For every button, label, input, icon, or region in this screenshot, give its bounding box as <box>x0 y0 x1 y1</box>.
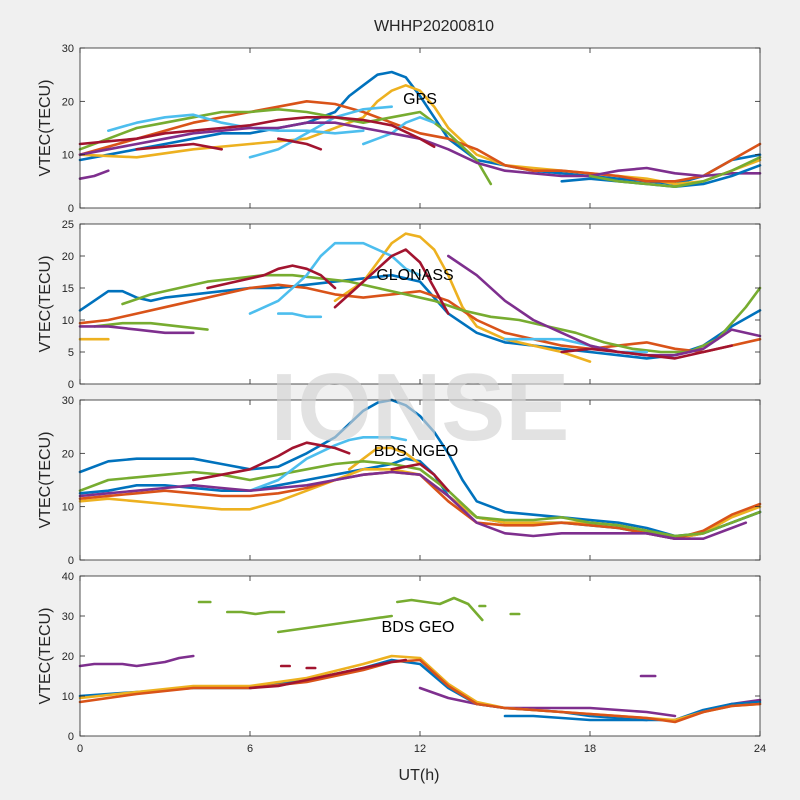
series-line-0-9 <box>78 116 436 148</box>
series-line-1-5 <box>92 321 209 331</box>
x-tick-label: 12 <box>414 743 426 755</box>
series-line-1-0 <box>78 273 762 360</box>
series-line-0-11 <box>276 137 323 151</box>
watermark-text: IONSE <box>271 354 570 461</box>
y-tick-label: 10 <box>62 150 74 162</box>
y-tick-label: 30 <box>62 43 74 55</box>
y-tick-label: 30 <box>62 611 74 623</box>
x-tick-label: 0 <box>77 743 83 755</box>
y-tick-label: 10 <box>62 315 74 327</box>
y-axis-label: VTEC(TECU) <box>37 432 54 529</box>
y-tick-label: 0 <box>68 203 74 215</box>
x-tick-label: 18 <box>584 743 596 755</box>
y-tick-label: 40 <box>62 571 74 583</box>
panel-1: 0 5 10 15 20 25 VTEC(TECU) GLONASS <box>37 219 762 391</box>
series-line-2-8 <box>192 441 351 482</box>
series-line-1-11 <box>206 264 337 290</box>
series-line-3-1 <box>226 610 286 616</box>
series-line-2-0 <box>78 398 762 538</box>
panel-label: BDS NGEO <box>374 443 458 460</box>
series-line-3-2 <box>276 614 394 634</box>
y-tick-label: 10 <box>62 502 74 514</box>
y-tick-label: 15 <box>62 283 74 295</box>
series-line-3-3 <box>395 596 484 622</box>
series-line-3-6 <box>78 654 195 668</box>
series-line-1-7 <box>276 312 323 319</box>
y-tick-label: 10 <box>62 691 74 703</box>
series-line-0-5 <box>248 105 394 159</box>
panel-label: GLONASS <box>376 267 453 284</box>
panel-3: 0 10 20 30 40 0 6 12 18 24 VTEC(TECU) BDS GEO <box>37 571 766 755</box>
panel-label: BDS GEO <box>382 619 455 636</box>
series-line-1-9 <box>78 325 195 335</box>
x-tick-label: 6 <box>247 743 253 755</box>
series-line-3-11 <box>503 714 649 722</box>
series-line-0-8 <box>78 169 110 180</box>
series-line-1-10 <box>446 254 762 357</box>
y-axis-label: VTEC(TECU) <box>37 256 54 353</box>
series-line-3-7 <box>418 686 677 718</box>
series-line-1-4 <box>121 273 762 354</box>
y-tick-label: 0 <box>68 731 74 743</box>
series-line-1-3 <box>78 283 762 354</box>
series-line-0-10 <box>135 142 223 151</box>
series-line-1-6 <box>248 241 422 315</box>
y-tick-label: 20 <box>62 651 74 663</box>
y-tick-label: 20 <box>62 448 74 460</box>
series-line-2-5 <box>78 459 762 538</box>
panel-label: GPS <box>403 91 437 108</box>
series-line-2-9 <box>390 462 450 493</box>
y-tick-label: 20 <box>62 251 74 263</box>
panel-2: 0 10 20 30 VTEC(TECU) BDS NGEO <box>37 395 762 567</box>
y-tick-label: 30 <box>62 395 74 407</box>
series-line-3-14 <box>248 658 408 690</box>
y-tick-label: 20 <box>62 96 74 108</box>
y-axis-label: VTEC(TECU) <box>37 608 54 705</box>
series-line-0-13 <box>588 156 762 188</box>
series-line-1-2 <box>333 232 592 363</box>
series-line-1-12 <box>333 248 450 315</box>
y-tick-label: 0 <box>68 555 74 567</box>
panel-0: 0 10 20 30 VTEC(TECU) GPS <box>37 43 762 215</box>
figure-title: WHHP20200810 <box>374 18 494 35</box>
series-line-1-13 <box>560 344 734 360</box>
series-line-2-7 <box>78 470 748 541</box>
y-tick-label: 0 <box>68 379 74 391</box>
x-tick-label: 24 <box>754 743 766 755</box>
y-tick-label: 5 <box>68 347 74 359</box>
x-axis-label: UT(h) <box>399 767 440 784</box>
series-line-2-6 <box>248 435 408 493</box>
y-axis-label: VTEC(TECU) <box>37 80 54 177</box>
y-tick-label: 25 <box>62 219 74 231</box>
